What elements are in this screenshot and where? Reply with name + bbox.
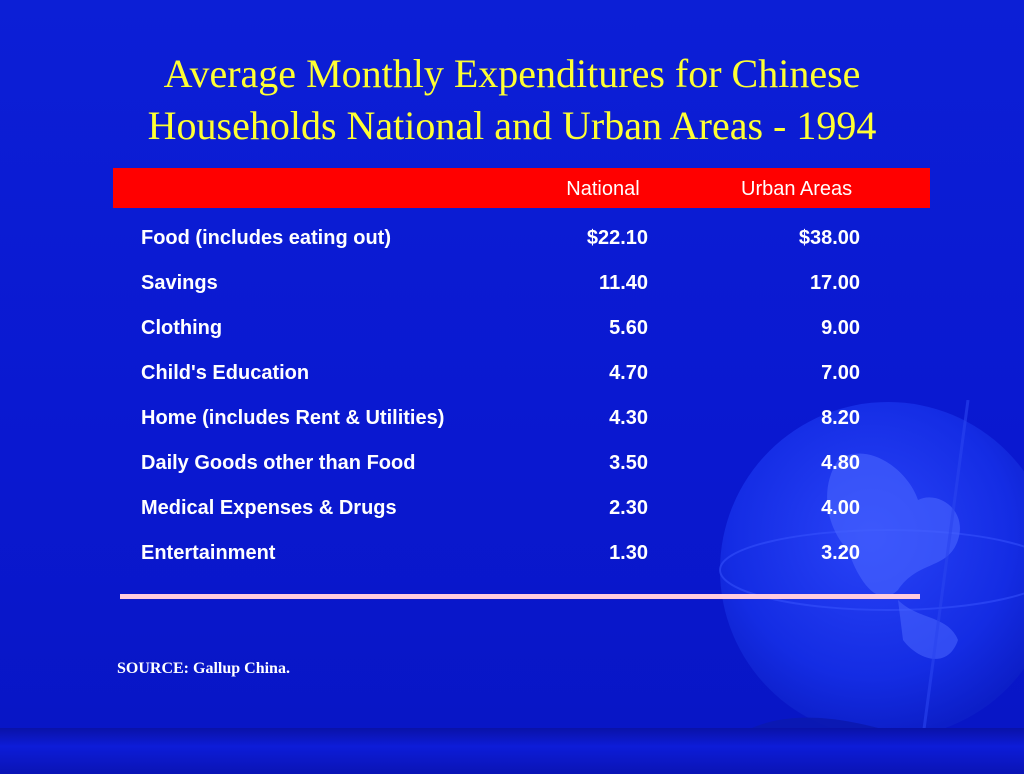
page-title: Average Monthly Expenditures for Chinese… [40,48,984,152]
table-row: Daily Goods other than Food 3.50 4.80 [0,442,1024,487]
title-line-2: Households National and Urban Areas - 19… [147,103,877,148]
table-row: Entertainment 1.30 3.20 [0,532,1024,577]
table-row: Food (includes eating out) $22.10 $38.00 [0,217,1024,262]
divider [120,594,920,599]
row-label: Clothing [141,317,223,339]
urban-value: 17.00 [809,272,860,294]
national-value: 5.60 [609,317,648,339]
national-value: 11.40 [599,272,648,294]
urban-value: 7.00 [821,362,860,384]
row-label: Daily Goods other than Food [141,452,416,474]
row-label: Savings [141,272,218,294]
table-row: Clothing 5.60 9.00 [0,307,1024,352]
row-label: Child's Education [141,362,310,384]
column-header-urban: Urban Areas [741,178,853,200]
urban-value: 4.80 [821,452,860,474]
row-label: Food (includes eating out) [141,227,391,249]
national-value: 1.30 [609,542,648,564]
table-row: Savings 11.40 17.00 [0,262,1024,307]
urban-value: 3.20 [821,542,860,564]
urban-value: 8.20 [821,407,860,429]
row-label: Medical Expenses & Drugs [141,497,397,519]
row-label: Home (includes Rent & Utilities) [141,407,445,429]
table-row: Child's Education 4.70 7.00 [0,352,1024,397]
national-value: 3.50 [609,452,648,474]
table-row: Medical Expenses & Drugs 2.30 4.00 [0,487,1024,532]
row-label: Entertainment [141,542,276,564]
urban-value: 9.00 [821,317,860,339]
source-note: SOURCE: Gallup China. [117,660,290,677]
urban-value: $38.00 [798,227,860,249]
national-value: $22.10 [586,227,648,249]
national-value: 4.70 [609,362,648,384]
urban-value: 4.00 [821,497,860,519]
title-line-1: Average Monthly Expenditures for Chinese [163,51,861,96]
bottom-band [0,728,1024,774]
table-header: National Urban Areas [113,168,930,208]
table-row: Home (includes Rent & Utilities) 4.30 8.20 [0,397,1024,442]
national-value: 2.30 [609,497,648,519]
national-value: 4.30 [609,407,648,429]
column-header-national: National [566,178,640,200]
